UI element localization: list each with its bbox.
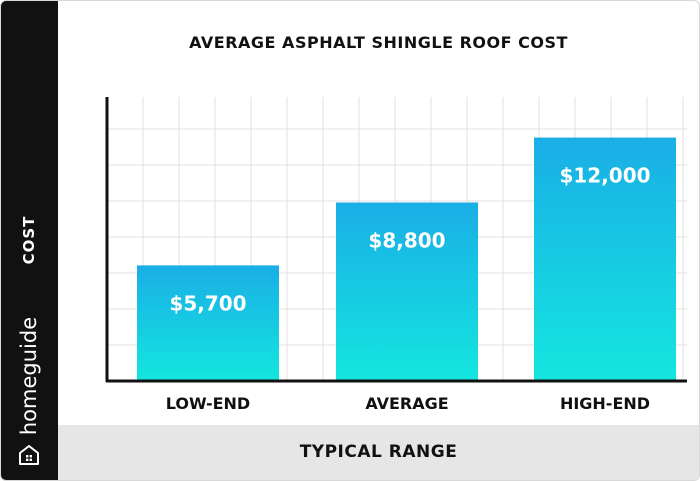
bar-low-end xyxy=(137,265,279,381)
chart-title: AVERAGE ASPHALT SHINGLE ROOF COST xyxy=(189,33,568,52)
x-axis-label: TYPICAL RANGE xyxy=(299,442,458,462)
bar-chart: $5,700 $8,800 $12,000 LOW-END AVERAGE HIGH-E… xyxy=(105,97,687,413)
category-label: AVERAGE xyxy=(365,394,448,413)
bars: $5,700 $8,800 $12,000 xyxy=(137,137,676,381)
category-label: LOW-END xyxy=(166,394,250,413)
bar-average xyxy=(336,202,478,381)
data-label: $5,700 xyxy=(169,291,246,315)
data-label: $8,800 xyxy=(368,228,445,252)
axes xyxy=(105,97,687,383)
category-labels: LOW-END AVERAGE HIGH-END xyxy=(166,394,650,413)
category-label: HIGH-END xyxy=(560,394,650,413)
sidebar: COST homeguide xyxy=(1,1,58,480)
x-axis-footer: TYPICAL RANGE xyxy=(58,425,699,480)
data-label: $12,000 xyxy=(559,164,650,188)
bar-high-end xyxy=(534,137,676,381)
house-icon xyxy=(19,445,39,465)
